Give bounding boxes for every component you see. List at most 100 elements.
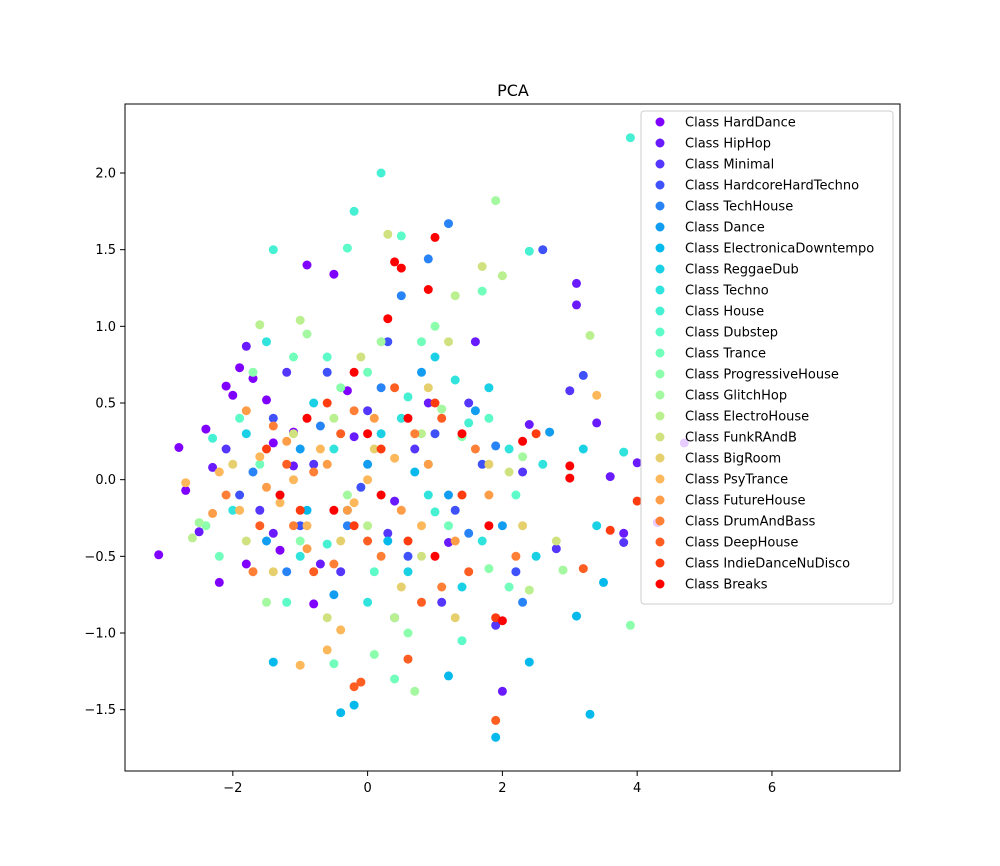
- data-point: [309, 459, 319, 469]
- legend-label: Class Dubstep: [685, 326, 778, 341]
- data-point: [241, 559, 251, 569]
- data-point: [315, 559, 325, 569]
- data-point: [430, 551, 440, 561]
- data-point: [504, 582, 514, 592]
- data-point: [390, 674, 400, 684]
- data-point: [201, 424, 211, 434]
- data-point: [363, 429, 373, 439]
- data-point: [403, 628, 413, 638]
- data-point: [444, 671, 453, 681]
- data-point: [289, 352, 298, 362]
- data-point: [444, 538, 453, 547]
- series-20: [255, 383, 588, 725]
- data-point: [592, 390, 602, 400]
- data-point: [417, 551, 426, 561]
- legend-marker: [655, 243, 665, 253]
- data-point: [450, 613, 460, 623]
- data-point: [403, 536, 413, 546]
- series-22: [275, 232, 575, 626]
- data-point: [565, 386, 575, 396]
- data-point: [268, 421, 278, 431]
- data-point: [430, 321, 440, 331]
- data-point: [302, 544, 312, 554]
- data-point: [241, 429, 251, 439]
- data-point: [484, 564, 494, 574]
- data-point: [430, 352, 440, 362]
- data-point: [619, 447, 629, 457]
- data-point: [336, 429, 346, 439]
- data-point: [329, 559, 339, 569]
- data-point: [403, 567, 413, 577]
- y-axis: −1.5 −1.0 −0.5 0.0 0.5 1.0 1.5 2.0: [84, 167, 125, 718]
- data-point: [524, 420, 534, 429]
- data-point: [444, 337, 453, 347]
- data-point: [255, 459, 265, 469]
- data-point: [470, 337, 480, 347]
- x-axis: −2 0 2 4 6: [223, 771, 776, 796]
- legend-label: Class TechHouse: [685, 200, 793, 215]
- data-point: [390, 257, 400, 267]
- data-point: [295, 536, 305, 546]
- legend-label: Class BigRoom: [685, 452, 781, 467]
- data-point: [383, 528, 393, 538]
- data-point: [309, 398, 319, 408]
- series-14: [187, 271, 595, 623]
- data-point: [349, 521, 359, 531]
- data-point: [444, 219, 453, 229]
- data-point: [578, 564, 588, 574]
- data-point: [235, 413, 245, 423]
- x-tick-label: 4: [633, 781, 641, 796]
- data-point: [322, 398, 332, 408]
- data-point: [497, 616, 507, 626]
- data-point: [477, 262, 487, 271]
- data-point: [268, 528, 278, 538]
- data-point: [464, 418, 474, 428]
- legend-marker: [655, 495, 665, 505]
- series-13: [194, 196, 568, 696]
- series-10: [235, 231, 521, 646]
- legend-label: Class Minimal: [685, 158, 774, 173]
- data-point: [484, 413, 494, 423]
- data-point: [484, 521, 494, 531]
- data-point: [592, 521, 602, 531]
- legend-marker: [655, 369, 665, 379]
- data-point: [248, 567, 258, 577]
- data-point: [342, 505, 352, 515]
- data-point: [585, 709, 595, 719]
- data-point: [632, 458, 642, 468]
- data-point: [545, 427, 555, 437]
- legend-marker: [655, 138, 665, 148]
- data-point: [363, 475, 373, 485]
- legend-marker: [655, 306, 665, 316]
- data-point: [565, 473, 575, 483]
- legend-label: Class ProgressiveHouse: [685, 368, 839, 383]
- y-tick-label: 1.5: [95, 243, 116, 258]
- data-point: [518, 452, 528, 462]
- data-point: [437, 582, 447, 592]
- data-point: [349, 682, 359, 692]
- data-point: [558, 565, 568, 575]
- data-point: [363, 459, 373, 469]
- data-point: [417, 367, 426, 377]
- data-point: [444, 521, 453, 531]
- data-point: [295, 315, 305, 325]
- data-point: [336, 708, 346, 718]
- data-point: [484, 383, 494, 393]
- data-point: [309, 467, 319, 477]
- data-point: [578, 370, 588, 380]
- data-point: [369, 567, 379, 577]
- data-point: [491, 620, 501, 630]
- data-point: [497, 686, 507, 696]
- data-point: [208, 433, 218, 443]
- data-point: [491, 715, 501, 725]
- data-point: [214, 577, 224, 587]
- data-point: [241, 341, 251, 351]
- legend-marker: [655, 390, 665, 400]
- data-point: [228, 505, 238, 515]
- data-point: [214, 551, 224, 561]
- data-point: [336, 383, 346, 393]
- series-0: [154, 260, 689, 609]
- data-point: [457, 429, 467, 439]
- data-point: [329, 590, 339, 600]
